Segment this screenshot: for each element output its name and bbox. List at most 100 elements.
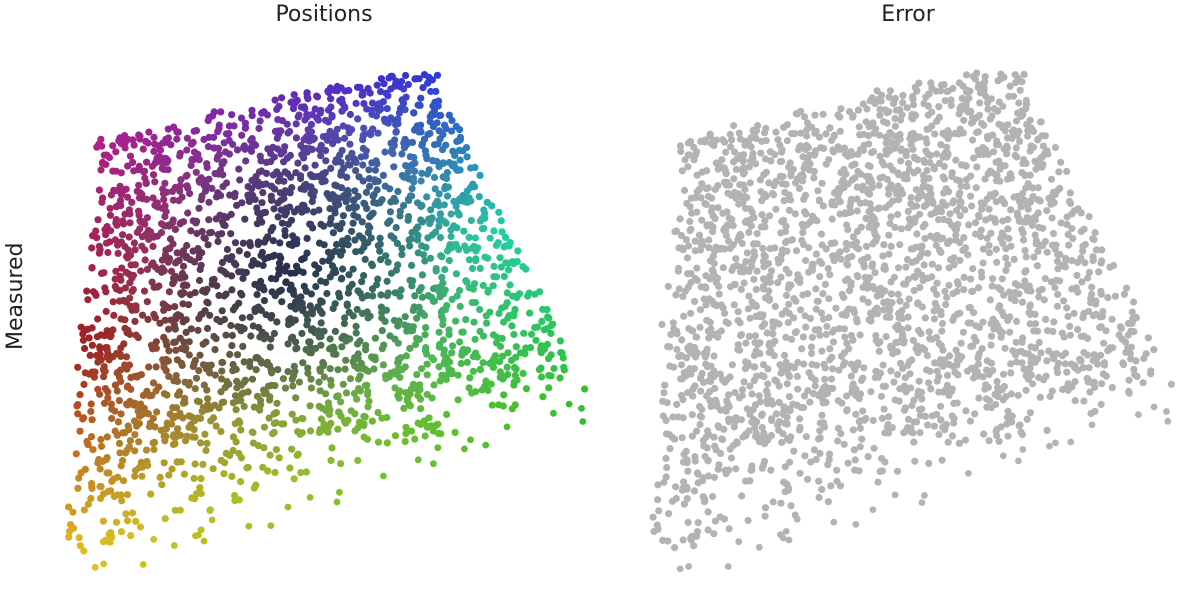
positions-point <box>238 390 246 398</box>
positions-point <box>306 427 315 435</box>
error-point <box>974 146 982 155</box>
error-point <box>756 339 764 347</box>
positions-point <box>404 168 412 176</box>
positions-point <box>248 428 256 436</box>
positions-point <box>267 335 275 343</box>
error-point <box>778 218 786 226</box>
positions-point <box>274 199 282 207</box>
positions-point <box>349 219 357 227</box>
error-point <box>921 314 930 322</box>
error-point <box>1007 294 1015 302</box>
error-point <box>860 364 868 372</box>
positions-point <box>436 233 445 242</box>
positions-point <box>237 114 246 122</box>
error-point <box>1122 284 1131 292</box>
positions-point <box>108 405 116 413</box>
positions-point <box>117 202 125 210</box>
positions-point <box>119 231 127 239</box>
error-point <box>1119 359 1127 367</box>
positions-point <box>406 344 414 352</box>
error-point <box>726 130 734 139</box>
error-point <box>707 402 715 411</box>
error-point <box>868 149 876 157</box>
positions-point <box>89 232 97 240</box>
error-point <box>1061 254 1070 262</box>
error-point <box>977 199 985 207</box>
positions-point <box>369 192 377 200</box>
error-point <box>1013 192 1021 200</box>
error-point <box>877 284 885 292</box>
error-point <box>711 273 719 281</box>
positions-point <box>97 135 105 143</box>
positions-point <box>537 373 546 381</box>
positions-point <box>274 213 282 221</box>
error-point <box>1144 334 1152 342</box>
error-point <box>821 375 829 383</box>
positions-point <box>392 370 400 378</box>
positions-point <box>117 462 125 470</box>
positions-point <box>476 305 484 314</box>
error-point <box>784 195 792 203</box>
positions-point <box>153 283 161 291</box>
error-point <box>1046 442 1053 450</box>
positions-point <box>315 333 323 341</box>
error-point <box>979 318 987 326</box>
positions-point <box>297 469 305 477</box>
positions-point <box>190 258 199 266</box>
positions-point <box>156 473 164 481</box>
positions-point <box>138 410 146 418</box>
positions-point <box>297 293 305 301</box>
positions-point <box>441 121 449 129</box>
error-point <box>1016 421 1024 429</box>
error-point <box>1010 255 1018 263</box>
error-point <box>676 142 685 150</box>
positions-point <box>212 422 220 430</box>
positions-point <box>83 287 91 295</box>
positions-point <box>476 264 484 272</box>
positions-point <box>123 446 131 454</box>
positions-point <box>436 377 444 385</box>
positions-point <box>337 184 346 192</box>
positions-point <box>274 366 282 374</box>
positions-point <box>359 161 367 169</box>
error-point <box>941 97 949 105</box>
positions-point <box>377 75 385 83</box>
error-point <box>701 353 710 361</box>
positions-point <box>411 341 420 349</box>
positions-point <box>362 346 370 354</box>
error-point <box>891 223 899 232</box>
error-point <box>785 206 794 214</box>
positions-point <box>300 202 308 210</box>
error-point <box>971 75 979 83</box>
positions-point <box>284 503 292 511</box>
error-point <box>956 189 964 197</box>
positions-point <box>226 191 234 199</box>
positions-point <box>312 270 320 278</box>
error-point <box>864 298 872 307</box>
error-point <box>992 245 1000 253</box>
positions-point <box>319 362 327 370</box>
error-point <box>751 332 760 340</box>
positions-point <box>169 216 177 224</box>
error-point <box>879 361 887 369</box>
positions-point <box>179 218 188 226</box>
error-point <box>784 284 793 292</box>
error-point <box>819 290 827 298</box>
error-point <box>987 332 996 340</box>
error-point <box>828 365 837 373</box>
positions-point <box>239 239 247 247</box>
positions-point <box>492 273 501 281</box>
positions-point <box>468 264 477 273</box>
error-point <box>860 260 868 268</box>
positions-point <box>531 290 539 298</box>
error-point <box>965 470 972 477</box>
error-point <box>758 211 766 219</box>
error-point <box>977 233 985 241</box>
positions-point <box>333 240 341 249</box>
error-point <box>778 246 787 254</box>
positions-point <box>210 133 218 141</box>
error-point <box>708 194 716 202</box>
positions-point <box>365 166 373 174</box>
positions-point <box>187 161 195 169</box>
positions-point <box>323 136 331 144</box>
